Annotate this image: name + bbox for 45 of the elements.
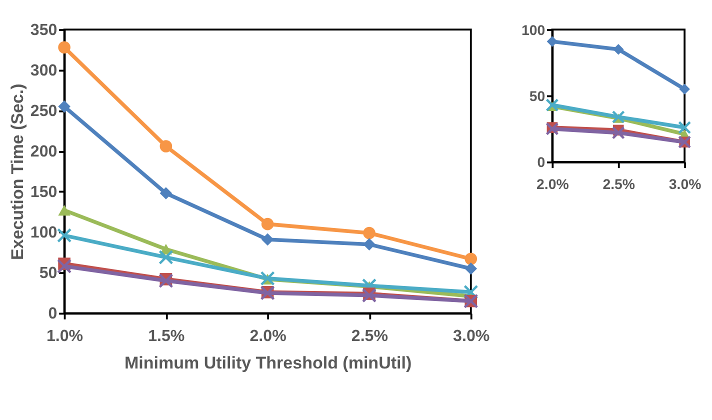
point [158, 250, 174, 265]
point [679, 84, 690, 95]
x-tick-label: 2.5% [602, 176, 636, 193]
point [160, 187, 172, 200]
point [56, 258, 72, 274]
point [363, 238, 376, 250]
point [613, 44, 624, 55]
point [362, 288, 377, 303]
point [261, 218, 274, 230]
y-tick-label: 50 [529, 88, 546, 105]
x-tick-label: 2.0% [250, 327, 286, 346]
point [58, 204, 70, 216]
point [546, 36, 558, 47]
point [612, 126, 625, 140]
x-tick-label: 3.0% [453, 327, 490, 346]
x-tick-label: 2.5% [351, 327, 388, 346]
y-tick-label: 150 [30, 182, 58, 201]
point [160, 140, 172, 152]
point [546, 122, 559, 136]
point [58, 100, 70, 113]
y-tick-label: 50 [39, 264, 58, 282]
y-tick-label: 0 [537, 155, 546, 172]
point [58, 41, 70, 54]
point [363, 226, 376, 240]
point [546, 98, 559, 112]
y-tick-label: 0 [48, 304, 58, 322]
y-axis-title: Execution Time (Sec.) [8, 84, 27, 260]
y-tick-label: 250 [30, 102, 58, 120]
point [612, 110, 625, 124]
point [464, 252, 478, 266]
x-tick-label: 3.0% [668, 176, 702, 193]
y-tick-label: 100 [521, 22, 546, 39]
y-tick-label: 100 [30, 223, 58, 242]
point [56, 228, 72, 243]
y-tick-label: 300 [30, 61, 58, 80]
y-tick-label: 200 [30, 142, 58, 160]
x-axis-title: Minimum Utility Threshold (minUtil) [124, 354, 412, 373]
y-tick-label: 350 [30, 20, 58, 39]
point [464, 262, 478, 275]
point [158, 273, 174, 288]
x-tick-label: 1.0% [46, 327, 84, 346]
point [678, 120, 692, 134]
x-tick-label: 1.5% [148, 327, 185, 346]
x-tick-label: 2.0% [536, 176, 570, 193]
point [261, 233, 274, 246]
